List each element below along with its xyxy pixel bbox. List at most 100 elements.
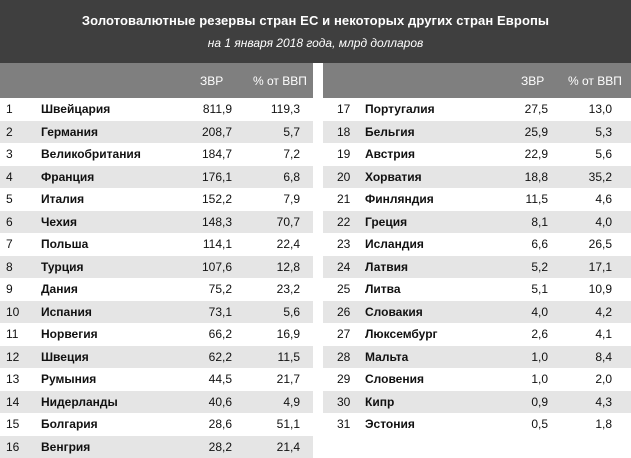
right-column-header: ЗВР % от ВВП (323, 63, 631, 98)
left-column-header: ЗВР % от ВВП (0, 63, 313, 98)
gdp-percent-value: 7,9 (258, 188, 300, 211)
zvr-value: 114,1 (190, 233, 232, 256)
country-name: Польша (41, 233, 88, 256)
zvr-value: 0,9 (506, 391, 548, 414)
row-number: 1 (6, 98, 26, 121)
row-number: 9 (6, 278, 26, 301)
zvr-value: 25,9 (506, 121, 548, 144)
zvr-value: 22,9 (506, 143, 548, 166)
gdp-percent-value: 70,7 (258, 211, 300, 234)
country-name: Турция (41, 256, 83, 279)
gdp-percent-value: 21,7 (258, 368, 300, 391)
row-number: 30 (337, 391, 357, 414)
zvr-header: ЗВР (200, 74, 223, 88)
gdp-percent-value: 5,3 (570, 121, 612, 144)
country-name: Словения (365, 368, 424, 391)
gdp-percent-value: 12,8 (258, 256, 300, 279)
gdp-percent-value: 35,2 (570, 166, 612, 189)
table-row: 4 Франция 176,1 6,8 (0, 166, 313, 189)
zvr-header: ЗВР (521, 74, 544, 88)
zvr-value: 176,1 (190, 166, 232, 189)
gdp-percent-value: 51,1 (258, 413, 300, 436)
table-row: 13 Румыния 44,5 21,7 (0, 368, 313, 391)
zvr-value: 152,2 (190, 188, 232, 211)
row-number: 4 (6, 166, 26, 189)
row-number: 21 (337, 188, 357, 211)
zvr-value: 44,5 (190, 368, 232, 391)
country-name: Франция (41, 166, 94, 189)
row-number: 13 (6, 368, 26, 391)
row-number: 8 (6, 256, 26, 279)
gdp-percent-value: 23,2 (258, 278, 300, 301)
row-number: 6 (6, 211, 26, 234)
row-number: 14 (6, 391, 26, 414)
gdp-percent-value: 2,0 (570, 368, 612, 391)
country-name: Чехия (41, 211, 77, 234)
country-name: Словакия (365, 301, 423, 324)
gdp-percent-value: 119,3 (258, 98, 300, 121)
country-name: Германия (41, 121, 98, 144)
country-name: Румыния (41, 368, 96, 391)
row-number: 12 (6, 346, 26, 369)
gdp-percent-value: 5,7 (258, 121, 300, 144)
country-name: Литва (365, 278, 401, 301)
zvr-value: 208,7 (190, 121, 232, 144)
country-name: Греция (365, 211, 407, 234)
row-number: 16 (6, 436, 26, 458)
country-name: Швеция (41, 346, 89, 369)
zvr-value: 40,6 (190, 391, 232, 414)
row-number: 23 (337, 233, 357, 256)
table-row: 6 Чехия 148,3 70,7 (0, 211, 313, 234)
row-number: 18 (337, 121, 357, 144)
gdp-percent-value: 1,8 (570, 413, 612, 436)
gdp-percent-value: 7,2 (258, 143, 300, 166)
country-name: Венгрия (41, 436, 90, 458)
table-row: 20 Хорватия 18,8 35,2 (323, 166, 631, 189)
row-number: 27 (337, 323, 357, 346)
row-number: 31 (337, 413, 357, 436)
country-name: Португалия (365, 98, 435, 121)
gdp-percent-value: 4,2 (570, 301, 612, 324)
country-name: Мальта (365, 346, 408, 369)
zvr-value: 811,9 (190, 98, 232, 121)
gdp-percent-value: 11,5 (258, 346, 300, 369)
table-row: 27 Люксембург 2,6 4,1 (323, 323, 631, 346)
gdp-percent-value: 5,6 (570, 143, 612, 166)
gdp-percent-value: 6,8 (258, 166, 300, 189)
row-number: 20 (337, 166, 357, 189)
zvr-value: 2,6 (506, 323, 548, 346)
zvr-value: 73,1 (190, 301, 232, 324)
gdp-percent-value: 21,4 (258, 436, 300, 458)
row-number: 24 (337, 256, 357, 279)
zvr-value: 28,6 (190, 413, 232, 436)
country-name: Хорватия (365, 166, 422, 189)
zvr-value: 11,5 (506, 188, 548, 211)
zvr-value: 148,3 (190, 211, 232, 234)
page-subtitle: на 1 января 2018 года, млрд долларов (0, 36, 631, 50)
gdp-percent-value: 4,6 (570, 188, 612, 211)
gdp-percent-value: 4,1 (570, 323, 612, 346)
country-name: Люксембург (365, 323, 438, 346)
gdp-percent-value: 13,0 (570, 98, 612, 121)
country-name: Дания (41, 278, 78, 301)
zvr-value: 18,8 (506, 166, 548, 189)
country-name: Кипр (365, 391, 394, 414)
